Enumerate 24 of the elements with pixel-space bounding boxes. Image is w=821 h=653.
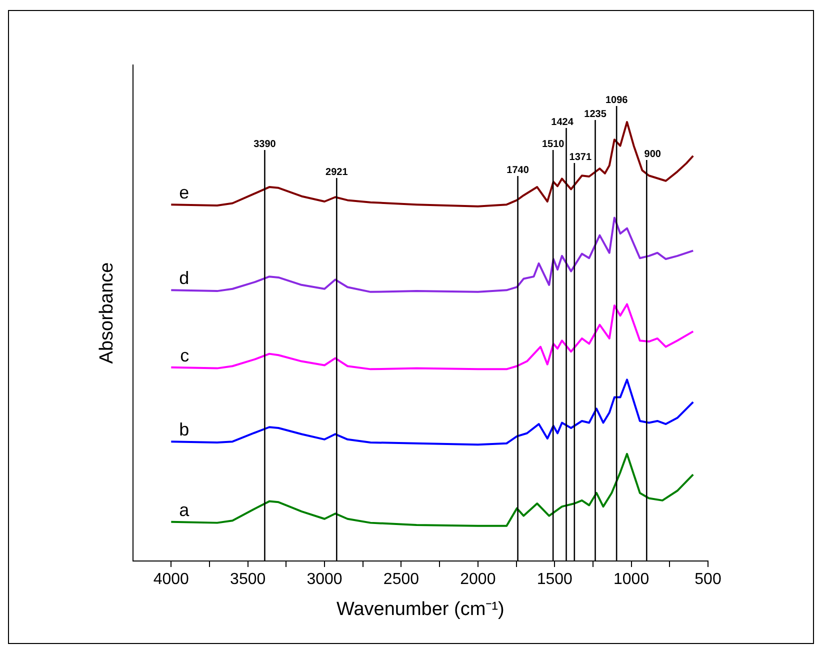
series-label: a <box>179 500 190 520</box>
x-tick-label: 2000 <box>460 571 496 588</box>
ref-line-label: 1235 <box>584 108 607 120</box>
ref-line-label: 1371 <box>569 152 592 163</box>
series-label: d <box>179 268 190 288</box>
x-axis-title: Wavenumber (cm⁻¹) <box>336 598 504 620</box>
ref-line-label: 1510 <box>542 138 565 150</box>
x-tick-label: 1000 <box>614 571 650 588</box>
y-axis-title: Absorbance <box>96 262 118 364</box>
ref-line-label: 2921 <box>326 166 348 178</box>
x-tick-label: 2500 <box>383 571 420 588</box>
ref-line-label: 1740 <box>506 164 530 176</box>
x-tick-label: 3000 <box>306 571 342 588</box>
series-label: e <box>179 182 190 203</box>
ref-line-label: 900 <box>644 148 662 160</box>
series-label: c <box>180 345 190 366</box>
x-tick-label: 500 <box>694 571 722 588</box>
x-tick-label: 1500 <box>536 571 573 588</box>
x-tick-label: 4000 <box>153 571 190 588</box>
ref-line-label: 1096 <box>605 94 628 106</box>
series-label: b <box>179 420 190 440</box>
x-tick-label: 3500 <box>230 571 266 588</box>
ref-line-label: 3390 <box>254 138 276 150</box>
ref-line-label: 1424 <box>551 116 574 128</box>
